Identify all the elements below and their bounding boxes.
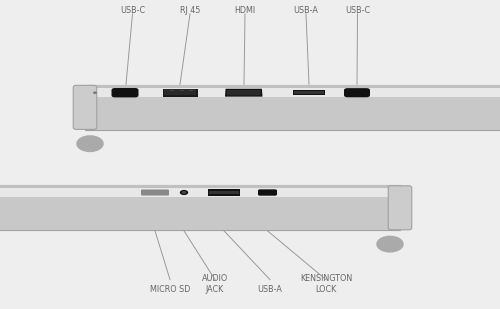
- FancyBboxPatch shape: [74, 85, 97, 129]
- FancyBboxPatch shape: [344, 88, 370, 97]
- Ellipse shape: [376, 235, 404, 253]
- FancyBboxPatch shape: [141, 189, 169, 196]
- Circle shape: [180, 190, 188, 195]
- Circle shape: [182, 191, 186, 194]
- Bar: [85, 88, 500, 97]
- Polygon shape: [225, 89, 262, 97]
- FancyBboxPatch shape: [112, 88, 138, 97]
- Bar: [170, 90, 174, 91]
- Text: MICRO SD: MICRO SD: [150, 285, 190, 294]
- Bar: [0, 185, 400, 188]
- Ellipse shape: [76, 135, 104, 152]
- FancyBboxPatch shape: [258, 189, 277, 196]
- Text: RJ 45: RJ 45: [180, 6, 200, 15]
- Text: USB-A: USB-A: [294, 6, 318, 15]
- Polygon shape: [226, 90, 261, 95]
- Bar: [0, 197, 400, 230]
- Bar: [85, 85, 500, 88]
- Bar: [294, 91, 324, 94]
- Bar: [0, 188, 400, 197]
- Text: HDMI: HDMI: [234, 6, 256, 15]
- Bar: [85, 85, 500, 130]
- Bar: [209, 191, 238, 194]
- Bar: [180, 90, 184, 91]
- Bar: [0, 185, 400, 230]
- Bar: [85, 97, 500, 130]
- FancyBboxPatch shape: [388, 186, 412, 230]
- Text: AUDIO
JACK: AUDIO JACK: [202, 274, 228, 294]
- Bar: [164, 89, 196, 95]
- Text: USB-C: USB-C: [345, 6, 370, 15]
- Circle shape: [93, 91, 97, 94]
- Bar: [189, 90, 193, 91]
- Text: USB-A: USB-A: [258, 285, 282, 294]
- Text: USB-C: USB-C: [120, 6, 145, 15]
- Text: KENSINGTON
LOCK: KENSINGTON LOCK: [300, 274, 352, 294]
- Bar: [208, 189, 240, 196]
- Bar: [292, 90, 325, 95]
- Bar: [162, 89, 198, 97]
